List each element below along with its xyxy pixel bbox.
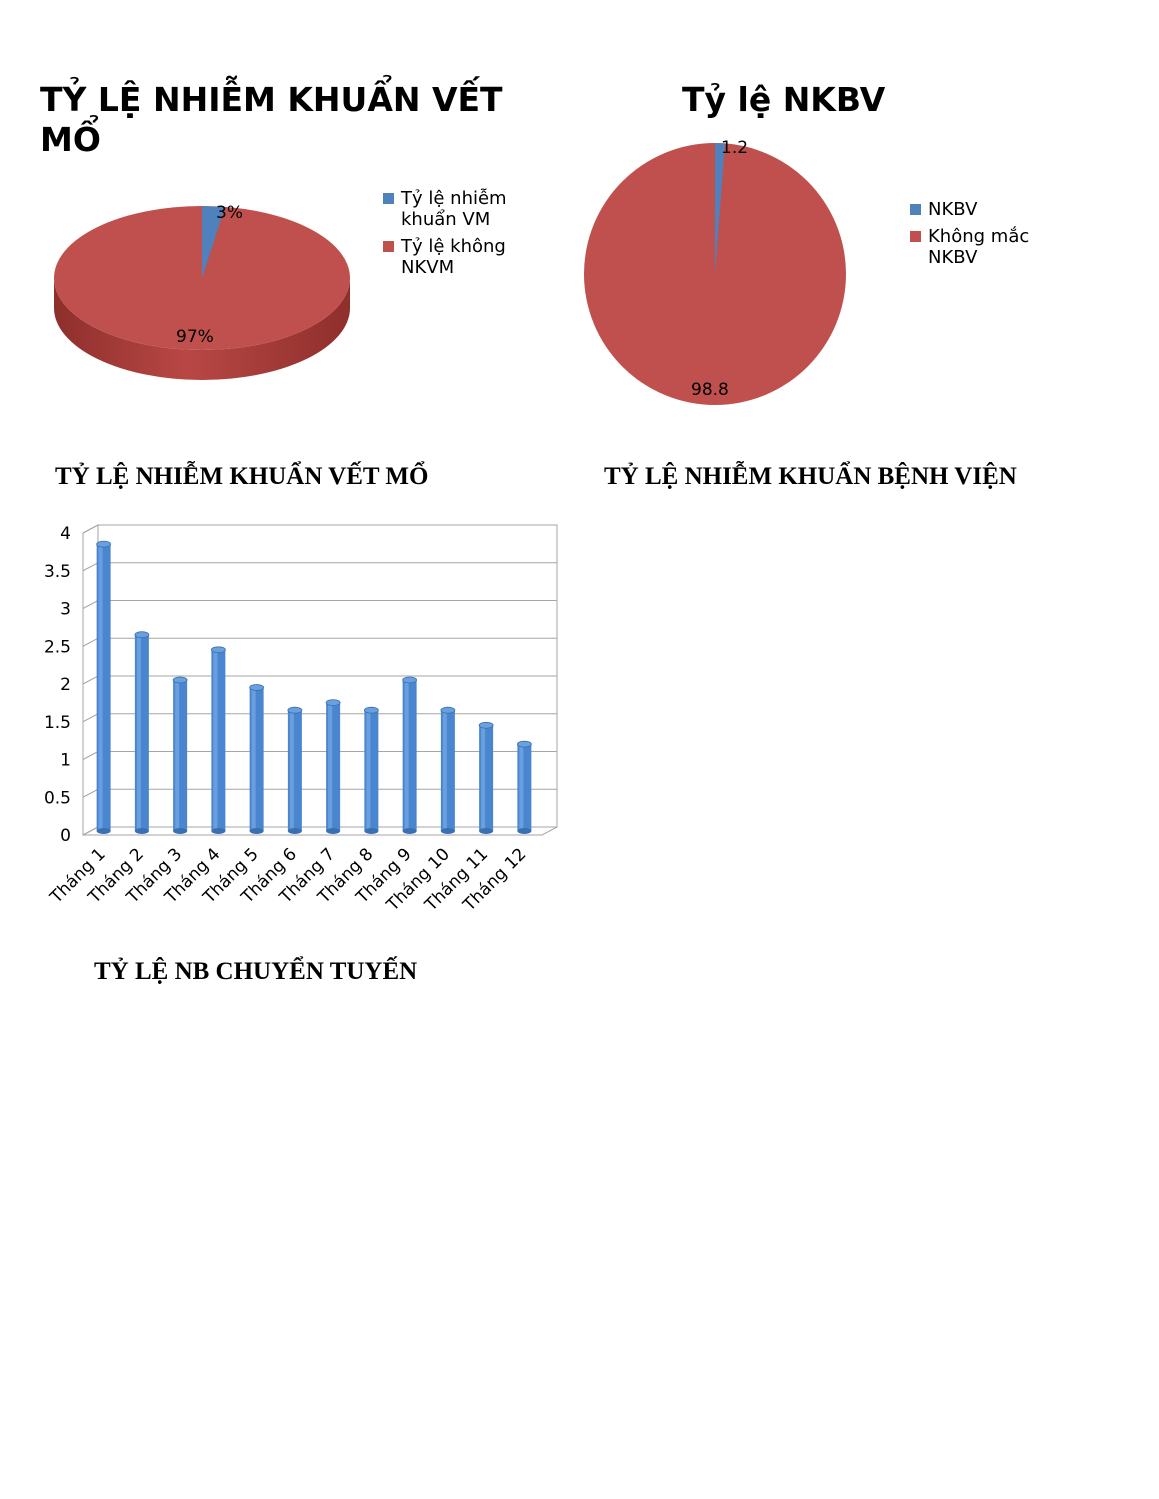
nkbv-pie-label-not-infected: 98.8	[691, 380, 729, 400]
bar-y-tick-label: 0.5	[44, 788, 71, 808]
surgical-pie-legend: Tỷ lệ nhiễm khuẩn VM Tỷ lệ không NKVM	[383, 188, 533, 284]
bar-highlight	[98, 544, 103, 831]
legend-item-no-infection: Tỷ lệ không NKVM	[383, 236, 533, 278]
legend-label: Tỷ lệ không NKVM	[401, 236, 506, 278]
bar-bottom-cap	[173, 828, 188, 834]
bar-highlight	[175, 680, 180, 831]
bar-top-cap	[516, 740, 532, 748]
heading-hospital-infection: TỶ LỆ NHIỄM KHUẨN BỆNH VIỆN	[604, 463, 1017, 490]
nkbv-pie-slice-infected	[715, 143, 725, 274]
bar-bottom-cap	[326, 828, 341, 834]
bar-bottom-cap	[402, 828, 417, 834]
bar-bottom-cap	[440, 828, 455, 834]
bar-y-tick-label: 2	[60, 675, 71, 695]
bar-bottom-cap	[249, 828, 264, 834]
surgical-pie-slice-infection	[202, 206, 225, 278]
bar-top-cap	[363, 706, 379, 714]
bar-y-tick-label: 2.5	[44, 637, 71, 657]
bar-top-cap	[210, 646, 226, 654]
bar	[402, 676, 418, 834]
bar-highlight	[289, 710, 294, 831]
bar-top-cap	[440, 706, 456, 714]
bar-highlight	[251, 687, 256, 831]
bar-highlight	[404, 680, 409, 831]
legend-swatch-red	[383, 241, 394, 252]
legend-label: NKBV	[928, 199, 978, 220]
bar-y-ticks: 0 0.5 1 1.5 2 2.5 3 3.5 4	[44, 524, 71, 846]
bar-top-cap	[96, 540, 112, 548]
bar	[325, 699, 341, 834]
bar-highlight	[213, 649, 218, 831]
bar-bottom-cap	[287, 828, 302, 834]
bar-top-cap	[402, 676, 418, 684]
bar-gridline	[82, 524, 557, 534]
bar-top-cap	[478, 721, 494, 729]
bar-y-tick-label: 1.5	[44, 713, 71, 733]
bar-y-tick-label: 4	[60, 524, 71, 544]
bar-highlight	[136, 634, 141, 831]
bar-y-tick-label: 3	[60, 600, 71, 620]
legend-label: Không mắc NKBV	[928, 226, 1030, 268]
bar	[249, 684, 265, 834]
bar-top-cap	[325, 699, 341, 707]
nkbv-pie-chart: 1.2 98.8	[584, 138, 846, 405]
bar-top-cap	[172, 676, 188, 684]
legend-label: Tỷ lệ nhiễm khuẩn VM	[401, 188, 507, 230]
surgical-pie-title: TỶ LỆ NHIỄM KHUẨN VẾT MỔ	[40, 80, 503, 159]
bar	[478, 721, 494, 834]
bar-bottom-cap	[364, 828, 379, 834]
bar-bottom-cap	[134, 828, 149, 834]
surgical-pie-chart: 3% 97%	[54, 203, 350, 380]
bar-bottom-cap	[517, 828, 532, 834]
legend-swatch-blue	[910, 204, 921, 215]
bar	[96, 540, 112, 834]
bar	[134, 631, 150, 834]
nkbv-pie-title: Tỷ lệ NKBV	[682, 80, 886, 119]
surgical-pie-side	[54, 278, 350, 380]
bar	[363, 706, 379, 834]
legend-item-nkbv: NKBV	[910, 199, 1050, 220]
bar-highlight	[366, 710, 371, 831]
bar-top-cap	[287, 706, 303, 714]
bar-bottom-cap	[96, 828, 111, 834]
surgical-pie-label-infection: 3%	[216, 203, 243, 223]
bar-bottom-cap	[479, 828, 494, 834]
bar-bottom-cap	[211, 828, 226, 834]
bar-y-tick-label: 3.5	[44, 562, 71, 582]
bar	[516, 740, 532, 834]
nkbv-pie-label-infected: 1.2	[721, 138, 748, 158]
bar	[287, 706, 303, 834]
bar	[172, 676, 188, 834]
bar-top-cap	[249, 684, 265, 691]
legend-item-infection: Tỷ lệ nhiễm khuẩn VM	[383, 188, 533, 230]
bar-y-tick-label: 1	[60, 751, 71, 771]
legend-swatch-red	[910, 231, 921, 242]
nkbv-pie-legend: NKBV Không mắc NKBV	[910, 199, 1050, 274]
bar-highlight	[519, 744, 524, 831]
legend-item-no-nkbv: Không mắc NKBV	[910, 226, 1050, 268]
bar	[210, 646, 226, 834]
legend-swatch-blue	[383, 193, 394, 204]
bar-highlight	[328, 702, 333, 831]
bar-y-tick-label: 0	[60, 826, 71, 846]
bar	[440, 706, 456, 834]
surgical-pie-label-no-infection: 97%	[176, 327, 214, 347]
bar-series	[96, 540, 532, 834]
bar-top-cap	[134, 631, 150, 639]
bar-highlight	[442, 710, 447, 831]
heading-transfer: TỶ LỆ NB CHUYỂN TUYẾN	[94, 958, 418, 985]
heading-surgical-infection: TỶ LỆ NHIỄM KHUẨN VẾT MỔ	[55, 463, 429, 490]
bar-highlight	[481, 725, 486, 831]
